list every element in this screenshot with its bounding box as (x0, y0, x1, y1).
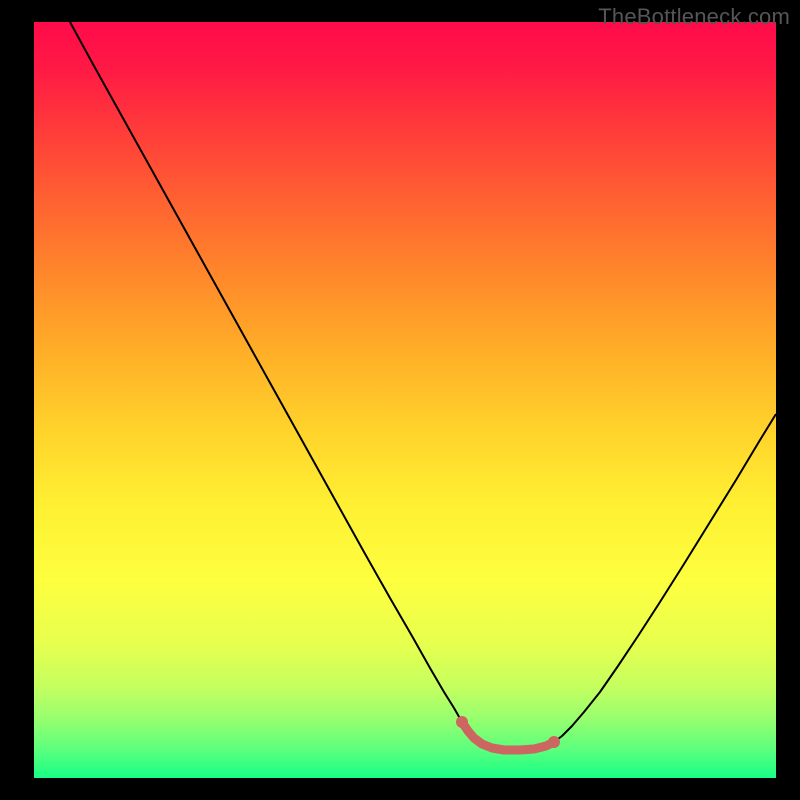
highlight-end-dot (548, 736, 560, 748)
bottleneck-chart (34, 22, 776, 778)
watermark-text: TheBottleneck.com (598, 4, 790, 30)
highlight-start-dot (456, 716, 468, 728)
plot-area (34, 22, 776, 778)
gradient-background (34, 22, 776, 778)
chart-frame: TheBottleneck.com (0, 0, 800, 800)
